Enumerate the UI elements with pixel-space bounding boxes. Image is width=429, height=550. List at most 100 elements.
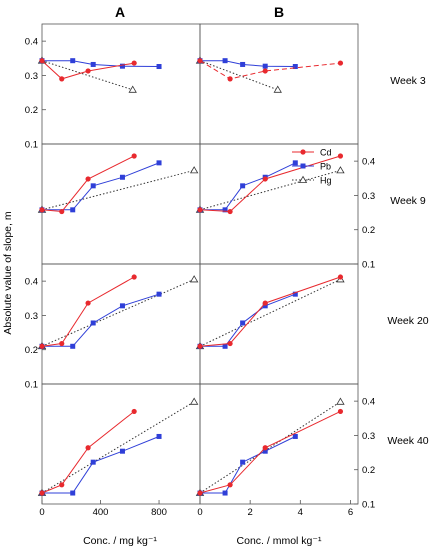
data-point-hg	[273, 85, 282, 93]
panel-frame-a-4	[41, 383, 201, 505]
data-point-pb	[262, 448, 268, 454]
data-point-pb	[292, 64, 298, 70]
data-point-cd	[85, 176, 91, 182]
y-tick-label-left: 0.1	[25, 140, 38, 151]
data-point-cd	[131, 274, 137, 280]
data-point-cd	[197, 343, 203, 349]
y-tick-label-right: 0.2	[362, 225, 375, 236]
y-tick-label-left: 0.3	[25, 311, 38, 322]
series-line-cd	[199, 276, 341, 347]
data-point-cd	[39, 343, 45, 349]
legend-label-cd: Cd	[320, 148, 332, 158]
data-point-pb	[222, 490, 228, 496]
data-point-hg	[128, 85, 137, 93]
data-point-cd	[197, 58, 203, 64]
data-point-pb	[240, 61, 246, 67]
data-point-cd	[337, 153, 344, 159]
data-point-pb	[292, 433, 298, 439]
data-point-cd	[262, 300, 268, 306]
panel-frame-a-3	[41, 263, 201, 385]
series-line-pb	[200, 162, 296, 211]
data-point-pb	[262, 303, 268, 309]
data-point-pb	[90, 459, 96, 465]
y-tick-label-left: 0.3	[25, 71, 38, 82]
data-point-hg	[189, 166, 199, 174]
panel-frame-b-4	[199, 383, 359, 505]
data-point-cd	[39, 207, 45, 213]
x-tick-label-a: 0	[39, 507, 44, 518]
data-point-cd	[39, 58, 45, 64]
data-point-pb	[240, 183, 246, 189]
data-point-pb	[119, 303, 125, 309]
data-point-pb	[292, 160, 298, 166]
series-line-hg	[199, 401, 341, 494]
panel-frame-b-3	[199, 263, 359, 385]
data-point-cd	[337, 60, 344, 66]
series-line-pb	[42, 60, 160, 67]
panel-frame-a-1	[41, 23, 201, 145]
legend-marker-hg	[298, 175, 308, 183]
data-point-cd	[39, 490, 45, 496]
data-point-cd	[59, 482, 65, 488]
x-tick-label-a: 800	[151, 507, 167, 518]
data-point-cd	[59, 340, 65, 347]
row-label-week-20: Week 20	[387, 315, 428, 327]
x-axis-label-a: Conc. / mg kg⁻¹	[83, 535, 157, 547]
y-tick-label-left: 0.1	[25, 380, 38, 391]
data-point-pb	[90, 183, 96, 189]
panel-frame-b-1	[199, 23, 359, 145]
column-title-a: A	[115, 4, 125, 20]
data-point-cd	[262, 68, 268, 74]
data-point-hg	[189, 275, 199, 283]
data-point-pb	[222, 58, 228, 64]
series-line-hg	[41, 401, 195, 494]
data-point-cd	[59, 208, 65, 215]
x-axis-label-b: Conc. / mmol kg⁻¹	[237, 535, 322, 547]
data-point-cd	[85, 300, 91, 306]
x-tick-label-a: 400	[93, 507, 109, 518]
x-tick-label-b: 6	[348, 507, 353, 518]
series-line-cd	[41, 411, 135, 494]
data-point-pb	[119, 63, 125, 69]
y-tick-label-right: 0.1	[362, 260, 375, 271]
series-line-cd	[41, 60, 135, 80]
series-line-pb	[200, 436, 296, 494]
y-tick-label-right: 0.3	[362, 431, 375, 442]
data-point-pb	[90, 320, 96, 326]
series-line-pb	[42, 162, 160, 211]
x-tick-label-b: 2	[248, 507, 253, 518]
y-tick-label-left: 0.2	[25, 345, 38, 356]
data-point-hg	[189, 397, 199, 405]
data-point-pb	[70, 490, 76, 496]
data-point-pb	[70, 207, 76, 213]
data-point-cd	[131, 153, 137, 159]
data-point-cd	[197, 490, 203, 496]
series-line-cd	[41, 155, 135, 213]
series-line-cd	[41, 276, 135, 347]
y-tick-label-right: 0.4	[362, 397, 375, 408]
data-point-cd	[131, 60, 137, 66]
series-line-hg	[41, 60, 133, 91]
data-point-cd	[337, 274, 344, 280]
row-label-week-9: Week 9	[390, 195, 426, 207]
data-point-cd	[262, 176, 268, 182]
row-label-week-40: Week 40	[387, 435, 428, 447]
data-point-pb	[119, 448, 125, 454]
legend-marker-cd	[300, 149, 306, 155]
data-point-cd	[227, 76, 233, 82]
plot-layer: 0.1 0.2 0.3 0.4 0.1 0.2 0.3 0.4 0.1 0.2 0.3 0.4 0.1 0…	[25, 23, 375, 518]
series-line-hg	[41, 169, 195, 211]
y-tick-label-right: 0.1	[362, 500, 375, 511]
data-point-cd	[131, 408, 137, 415]
y-tick-label-right: 0.3	[362, 191, 375, 202]
data-point-pb	[262, 63, 268, 69]
series-line-hg	[199, 278, 341, 347]
data-point-pb	[222, 343, 228, 349]
data-point-cd	[227, 340, 233, 347]
data-point-pb	[156, 64, 162, 70]
data-point-hg	[336, 397, 345, 405]
data-point-cd	[262, 445, 268, 451]
data-point-cd	[227, 208, 233, 215]
data-point-pb	[90, 61, 96, 67]
series-line-hg	[41, 278, 195, 347]
